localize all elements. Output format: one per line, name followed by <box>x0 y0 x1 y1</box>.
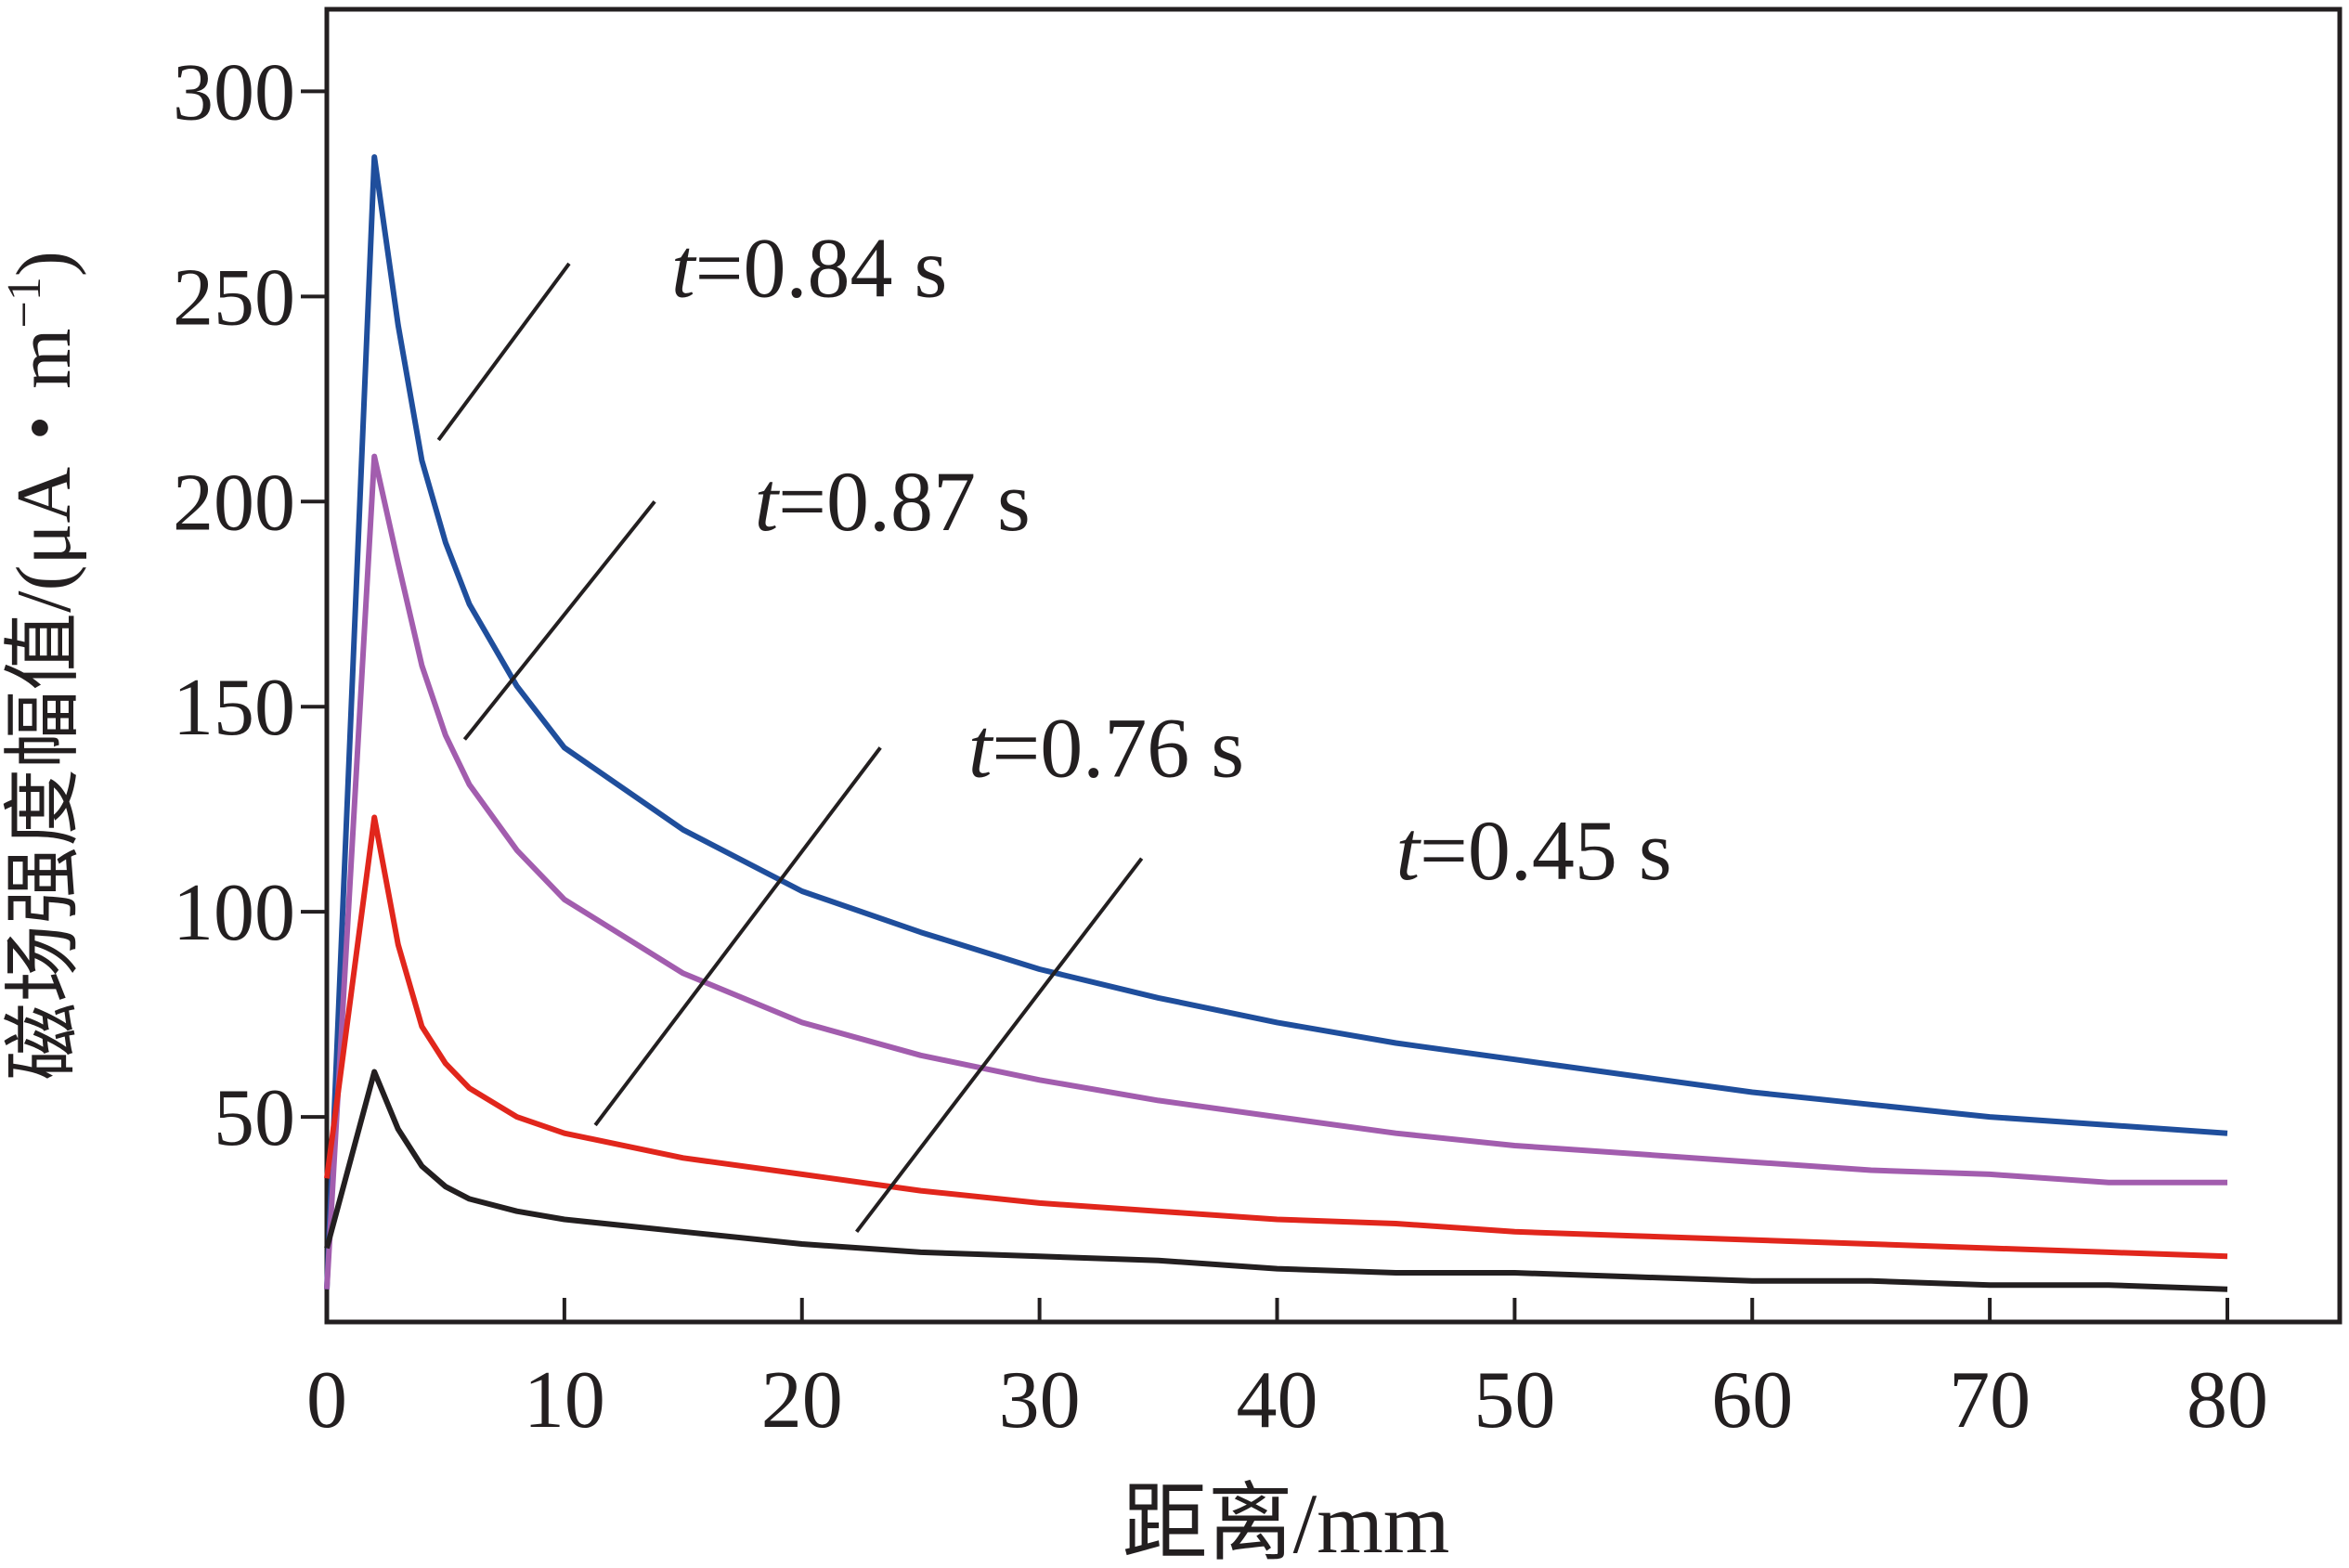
y-axis-label: 磁场强度幅值/(μA・m−1) <box>0 251 87 1081</box>
series-label-var: t <box>671 220 697 315</box>
y-axis-label-close: ) <box>1 251 87 277</box>
series-leader-1 <box>462 500 656 741</box>
x-tick-label: 30 <box>999 1355 1081 1445</box>
series-leader-0 <box>436 262 571 442</box>
series-label-value: =0.76 s <box>992 700 1244 795</box>
x-tick-label: 70 <box>1949 1355 2031 1445</box>
y-axis-label-main: 磁场强度幅值/(μA・m <box>1 328 87 1080</box>
series-line-3 <box>324 1069 2228 1292</box>
series-leader-2 <box>593 746 882 1127</box>
series-label-0: t=0.84 s <box>671 220 947 315</box>
x-tick-label: 60 <box>1711 1355 1793 1445</box>
y-tick-label: 150 <box>173 663 295 753</box>
x-axis-label: 距离/mm <box>1123 1476 1450 1568</box>
y-tick-label: 200 <box>173 458 295 548</box>
y-tick-label: 50 <box>214 1073 295 1163</box>
series-labels: t=0.84 st=0.87 st=0.76 st=0.45 s <box>671 220 1672 897</box>
series-leader-3 <box>855 857 1144 1234</box>
x-tick-label: 50 <box>1473 1355 1555 1445</box>
y-axis-label-sup: −1 <box>0 277 51 328</box>
series-label-3: t=0.45 s <box>1395 803 1671 898</box>
series-label-value: =0.87 s <box>778 454 1031 549</box>
series-label-value: =0.45 s <box>1420 803 1672 898</box>
y-tick-label: 250 <box>173 253 295 343</box>
plot-frame <box>324 6 2343 1325</box>
x-tick-label: 0 <box>306 1355 347 1445</box>
series-label-2: t=0.76 s <box>968 700 1244 795</box>
series-label-1: t=0.87 s <box>755 454 1031 549</box>
series-label-var: t <box>1395 803 1421 898</box>
series-label-value: =0.84 s <box>695 220 948 315</box>
x-tick-label: 10 <box>524 1355 605 1445</box>
y-tick-label: 100 <box>173 868 295 958</box>
series-lines <box>324 154 2228 1292</box>
series-line-0 <box>324 154 2228 1289</box>
x-tick-label: 20 <box>761 1355 843 1445</box>
y-tick-label: 300 <box>173 47 295 137</box>
axis-ticks: 0 10 20 30 40 50 60 70 80 50 100 150 200 250 300 <box>173 47 2268 1445</box>
series-leader-lines <box>436 262 1144 1234</box>
series-label-var: t <box>968 700 994 795</box>
series-label-var: t <box>755 454 781 549</box>
x-tick-label: 40 <box>1237 1355 1318 1445</box>
series-line-2 <box>324 814 2228 1260</box>
x-tick-label: 80 <box>2187 1355 2268 1445</box>
series-line-1 <box>324 453 2227 1289</box>
